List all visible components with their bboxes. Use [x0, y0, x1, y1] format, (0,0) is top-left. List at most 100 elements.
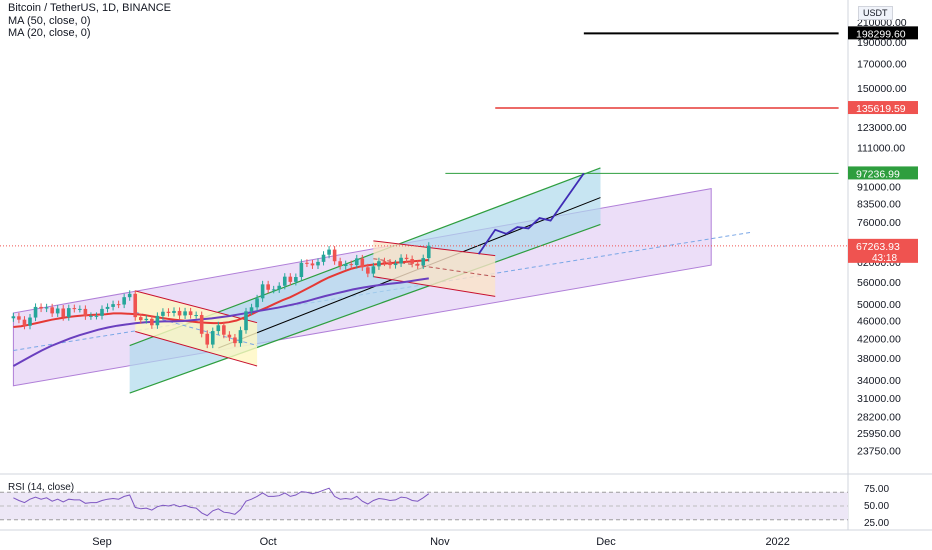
candle: [421, 254, 426, 269]
candle-body: [11, 316, 16, 319]
candle: [144, 315, 149, 324]
candle: [299, 259, 304, 281]
candle: [377, 257, 381, 270]
candle: [61, 305, 66, 321]
green-channel-bottom: [129, 223, 601, 394]
candle-body: [78, 308, 82, 310]
ma50-legend[interactable]: MA (50, close, 0): [8, 15, 91, 27]
candle-body: [205, 333, 210, 345]
candle-body: [227, 334, 232, 338]
price-tick-label: 91000.00: [857, 181, 901, 193]
price-tick-label: 111000.00: [857, 142, 905, 154]
candle: [150, 315, 154, 329]
candle-body: [144, 318, 149, 321]
candle: [133, 290, 138, 321]
rsi-title[interactable]: RSI (14, close): [8, 482, 75, 493]
candle: [410, 255, 414, 268]
candle: [138, 313, 143, 324]
candle-body: [260, 284, 265, 299]
sep-box-top: [135, 290, 258, 324]
candle-body: [155, 315, 160, 326]
candle: [22, 316, 27, 330]
candle: [415, 260, 420, 269]
candle: [33, 303, 38, 322]
grid: [0, 0, 932, 531]
candle-body: [371, 266, 376, 274]
candle: [116, 300, 121, 309]
symbol-title[interactable]: Bitcoin / TetherUS, 1D, BINANCE: [8, 2, 172, 14]
candle: [366, 263, 370, 278]
candle-body: [216, 325, 221, 332]
time-tick-label: Dec: [596, 536, 616, 548]
price-label-bg: [848, 166, 918, 180]
candle: [55, 305, 60, 317]
candle: [161, 308, 165, 320]
candle-body: [393, 263, 398, 266]
channel-drawings: [0, 32, 848, 394]
candle: [122, 293, 126, 309]
candle: [255, 294, 259, 311]
candle-body: [327, 249, 331, 255]
candles: [11, 242, 431, 349]
candle-body: [28, 317, 32, 326]
nov-descending-box: [373, 240, 496, 297]
candle: [83, 305, 88, 320]
candle: [210, 327, 215, 349]
candle-body: [338, 261, 342, 267]
ma20-legend[interactable]: MA (20, close, 0): [8, 27, 91, 39]
candle: [100, 305, 104, 320]
currency-label[interactable]: USDT: [858, 6, 893, 20]
candle: [194, 311, 198, 319]
candle: [288, 273, 293, 286]
time-axis[interactable]: Sep Oct Nov Dec 2022: [92, 536, 790, 548]
candle-body: [305, 262, 309, 264]
candle-body: [332, 249, 337, 262]
candle-body: [277, 285, 282, 290]
rsi-pane: 75.00 50.00 25.00: [0, 484, 889, 529]
candle-body: [282, 276, 287, 286]
price-tick-label: 23750.00: [857, 445, 901, 457]
candle-body: [316, 261, 320, 266]
candle-body: [100, 308, 104, 316]
candle: [172, 307, 176, 317]
sep-box-bottom: [135, 331, 258, 367]
candle-body: [83, 308, 88, 317]
price-label: 198299.60: [856, 28, 906, 40]
price-tick-label: 123000.00: [857, 122, 907, 134]
ma20-line: [13, 259, 429, 328]
price-tick-label: 42000.00: [857, 333, 901, 345]
candle-body: [133, 293, 138, 318]
candle-body: [343, 264, 348, 267]
candle-body: [116, 304, 121, 306]
candle-body: [183, 311, 187, 316]
candle-body: [127, 293, 132, 298]
projection-path: [477, 172, 585, 255]
candle-body: [366, 267, 370, 274]
candle-body: [122, 297, 126, 305]
candle-body: [22, 319, 27, 326]
candle-body: [89, 315, 93, 317]
candle: [305, 259, 309, 268]
candle-body: [294, 277, 298, 282]
candle: [294, 273, 298, 286]
candle: [127, 290, 132, 301]
candle-body: [382, 261, 387, 263]
candle: [338, 257, 342, 270]
price-tick-label: 83500.00: [857, 198, 901, 210]
candle-body: [61, 308, 66, 318]
candle-body: [249, 307, 254, 312]
candle-body: [426, 245, 431, 259]
candle: [39, 303, 43, 313]
candle-body: [271, 289, 276, 291]
candle: [105, 303, 110, 313]
price-tick-label: 150000.00: [857, 83, 907, 95]
candle-body: [105, 306, 110, 309]
candle: [316, 258, 320, 269]
price-axis[interactable]: 210000.00 190000.00 170000.00 150000.00 1230…: [848, 17, 918, 457]
candle-body: [354, 258, 359, 266]
candle-body: [210, 331, 215, 345]
candle-body: [161, 311, 165, 316]
price-label-bg: [848, 26, 918, 40]
candle: [388, 258, 392, 269]
